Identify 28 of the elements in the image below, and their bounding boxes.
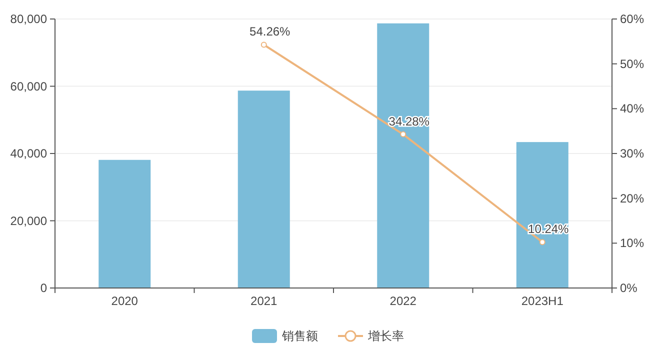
bar	[98, 160, 151, 288]
y2-tick-label: 30%	[620, 146, 644, 160]
x-tick-label: 2023H1	[521, 294, 564, 308]
y2-tick-label: 0%	[620, 281, 638, 295]
y-tick-label: 80,000	[10, 12, 48, 26]
y-tick-label: 60,000	[10, 79, 48, 94]
bar	[377, 23, 430, 288]
y2-tick-label: 40%	[620, 102, 644, 116]
y2-tick-label: 20%	[620, 191, 644, 206]
y2-tick-label: 50%	[620, 56, 644, 71]
legend-label: 增长率	[367, 329, 404, 343]
x-tick-label: 2022	[390, 294, 417, 308]
data-label: 54.26%	[250, 24, 291, 39]
data-label: 10.24%	[528, 222, 570, 236]
bar	[516, 142, 568, 288]
y-tick-label: 0	[40, 281, 48, 295]
bar	[238, 90, 290, 288]
point	[260, 42, 267, 48]
point	[400, 131, 406, 138]
x-tick-label: 2021	[250, 294, 278, 308]
x-tick-label: 2020	[111, 294, 138, 308]
legend-label: 销售额	[281, 329, 318, 343]
y-tick-label: 40,000	[10, 146, 48, 160]
data-label: 34.28%	[388, 114, 430, 128]
y-tick-label: 20,000	[10, 214, 48, 228]
y2-tick-label: 60%	[620, 12, 644, 26]
y2-tick-label: 10%	[620, 236, 644, 250]
point	[539, 239, 546, 246]
